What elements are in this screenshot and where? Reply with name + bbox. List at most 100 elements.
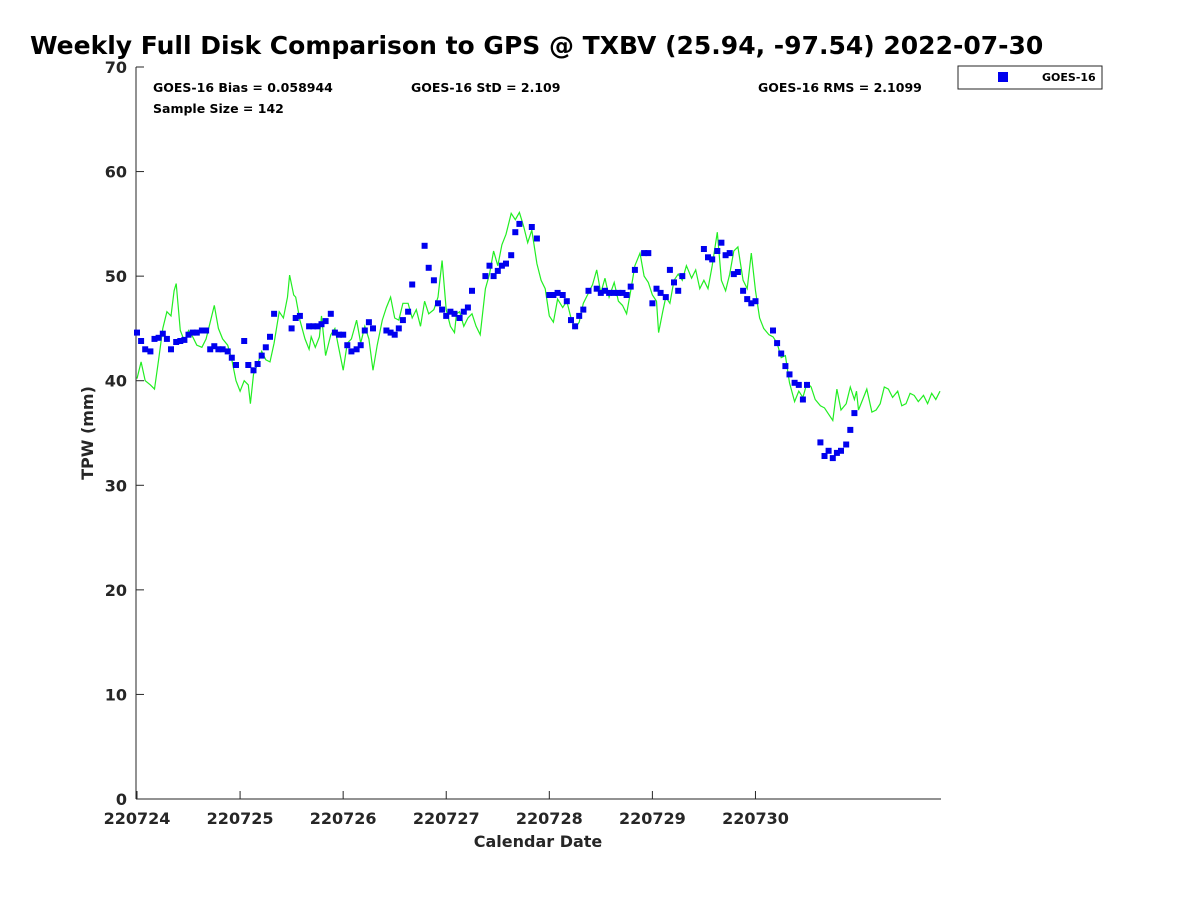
- goes-16-point: [460, 308, 467, 315]
- goes-16-point: [734, 269, 741, 275]
- goes-16-point: [782, 363, 789, 370]
- goes-16-point: [490, 273, 497, 280]
- goes-16-point: [494, 267, 501, 274]
- goes-16-point: [843, 441, 850, 448]
- goes-16-point: [649, 300, 656, 307]
- rms-annotation: GOES-16 RMS = 2.1099: [758, 80, 922, 95]
- y-tick-label: 20: [105, 581, 127, 600]
- goes-16-point: [705, 254, 711, 261]
- goes-16-point: [593, 285, 600, 292]
- goes-16-point: [296, 312, 303, 319]
- goes-16-point: [177, 338, 184, 344]
- goes-16-point: [804, 381, 810, 388]
- goes-16-series: [134, 220, 858, 462]
- goes-16-point: [241, 338, 248, 344]
- goes-16-point: [714, 248, 721, 254]
- goes-16-point: [559, 292, 566, 298]
- std-annotation: GOES-16 StD = 2.109: [411, 80, 560, 95]
- goes-16-point: [740, 287, 747, 294]
- x-tick-label: 220728: [516, 809, 583, 828]
- x-tick-label: 220725: [207, 809, 274, 828]
- goes-16-point: [469, 287, 475, 294]
- goes-16-point: [425, 264, 432, 271]
- y-ticks: 0 10 20 30 40 50 60 70: [105, 58, 144, 809]
- goes-16-point: [267, 333, 273, 340]
- goes-16-point: [447, 308, 454, 315]
- legend: GOES-16: [957, 65, 1103, 90]
- goes-16-point: [851, 410, 858, 417]
- legend-marker-goes-16: [998, 72, 1008, 82]
- goes-16-point: [602, 287, 608, 294]
- legend-label-goes-16: GOES-16: [1042, 71, 1096, 84]
- goes-16-point: [147, 348, 154, 355]
- goes-16-point: [528, 224, 535, 230]
- goes-16-point: [482, 273, 489, 280]
- goes-16-point: [770, 327, 776, 334]
- goes-16-point: [353, 346, 360, 353]
- goes-16-point: [611, 289, 618, 296]
- x-tick-label: 220729: [619, 809, 686, 828]
- goes-16-point: [430, 277, 437, 284]
- goes-16-point: [203, 327, 210, 334]
- goes-16-point: [224, 348, 231, 355]
- goes-16-point: [778, 350, 785, 357]
- goes-16-point: [331, 329, 338, 336]
- goes-16-point: [774, 340, 781, 347]
- goes-16-point: [516, 220, 523, 227]
- goes-16-point: [185, 331, 192, 338]
- x-tick-label: 220730: [722, 809, 789, 828]
- goes-16-point: [142, 346, 149, 353]
- goes-16-point: [391, 331, 398, 338]
- goes-16-point: [168, 346, 174, 353]
- y-tick-label: 40: [105, 372, 127, 391]
- goes-16-point: [838, 447, 844, 454]
- goes-16-point: [641, 250, 648, 257]
- y-tick-label: 30: [105, 476, 127, 495]
- goes-16-point: [254, 361, 261, 367]
- goes-16-point: [207, 346, 214, 353]
- plot-area: [134, 67, 941, 800]
- goes-16-point: [245, 362, 252, 368]
- goes-16-point: [657, 289, 664, 296]
- goes-16-point: [563, 298, 570, 305]
- goes-16-point: [340, 331, 347, 338]
- goes-16-point: [451, 310, 458, 317]
- goes-16-point: [486, 262, 493, 269]
- goes-16-point: [383, 327, 390, 334]
- goes-16-point: [155, 334, 162, 341]
- goes-16-point: [173, 339, 180, 345]
- goes-16-point: [198, 327, 205, 334]
- goes-16-point: [395, 325, 402, 332]
- goes-16-point: [653, 285, 660, 292]
- goes-16-point: [576, 312, 583, 319]
- goes-16-point: [606, 289, 613, 296]
- y-tick-label: 70: [105, 58, 127, 77]
- goes-16-point: [159, 330, 166, 337]
- goes-16-point: [533, 235, 540, 242]
- goes-16-point: [189, 329, 196, 336]
- goes-16-point: [357, 342, 364, 349]
- goes-16-point: [795, 381, 802, 388]
- goes-16-point: [726, 250, 733, 257]
- goes-16-point: [585, 287, 592, 294]
- goes-16-point: [134, 329, 140, 336]
- y-tick-label: 50: [105, 267, 127, 286]
- goes-16-point: [512, 229, 519, 236]
- goes-16-point: [361, 327, 368, 334]
- goes-16-point: [228, 354, 235, 361]
- goes-16-point: [211, 343, 218, 350]
- goes-16-point: [572, 323, 579, 330]
- goes-16-point: [288, 325, 295, 332]
- goes-16-point: [262, 344, 269, 351]
- goes-16-point: [821, 453, 828, 459]
- goes-16-point: [498, 262, 505, 269]
- x-tick-label: 220727: [413, 809, 480, 828]
- goes-16-point: [817, 439, 824, 446]
- goes-16-point: [344, 342, 351, 349]
- goes-16-point: [336, 331, 342, 338]
- sample-size-annotation: Sample Size = 142: [153, 101, 284, 116]
- goes-16-point: [163, 335, 170, 342]
- x-tick-label: 220724: [104, 809, 171, 828]
- goes-16-point: [744, 296, 751, 303]
- goes-16-point: [233, 362, 239, 368]
